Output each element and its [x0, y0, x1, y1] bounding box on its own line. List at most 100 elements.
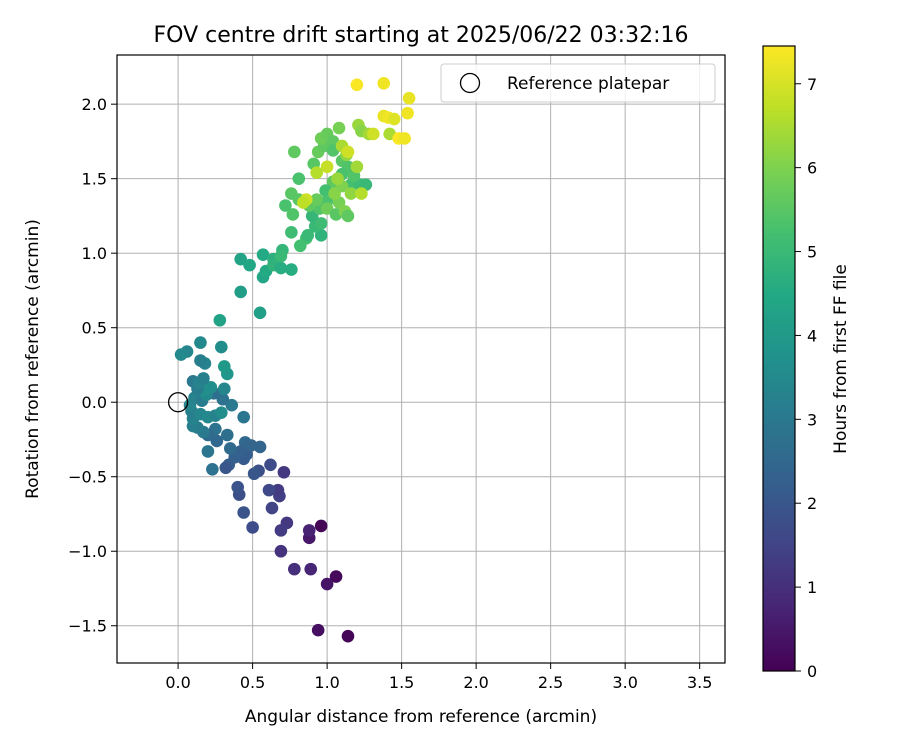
legend-marker-reference [459, 72, 481, 94]
x-tick-label: 1.5 [389, 673, 414, 692]
data-point [320, 577, 334, 591]
legend-label-reference: Reference platepar [507, 74, 669, 94]
colorbar-tick-label: 0 [807, 662, 817, 681]
data-point [247, 467, 261, 481]
colorbar-tick-label: 3 [807, 410, 817, 429]
colorbar-ticks: 0 1 2 3 4 5 6 7 [795, 75, 817, 681]
data-point [217, 360, 231, 373]
colorbar-tick-label: 6 [807, 159, 817, 178]
data-point [320, 160, 334, 174]
data-point [320, 202, 334, 215]
data-point [223, 442, 237, 455]
data-point [341, 145, 355, 159]
y-axis-label: Rotation from reference (arcmin) [23, 219, 43, 499]
data-point [174, 348, 188, 361]
data-point [285, 187, 298, 200]
data-point [219, 461, 233, 475]
y-tick-label: −1.0 [68, 542, 107, 561]
data-point [194, 336, 207, 349]
data-point [213, 313, 227, 327]
data-point [253, 306, 267, 320]
x-tick-label: 2.5 [538, 673, 563, 692]
plot-frame [116, 54, 726, 664]
data-point [314, 217, 328, 230]
data-point [377, 77, 391, 90]
data-point [274, 524, 288, 537]
data-point [288, 145, 301, 159]
data-point [401, 106, 414, 120]
data-point [265, 501, 279, 515]
colorbar-label: Hours from first FF file [831, 264, 851, 454]
data-point [387, 112, 401, 126]
colorbar: 0 1 2 3 4 5 6 7 Hours from first FF file [762, 45, 851, 681]
x-tick-label: 0.0 [165, 673, 190, 692]
data-point [341, 209, 355, 223]
data-point [271, 483, 285, 497]
data-point [274, 261, 288, 275]
data-point [243, 258, 256, 272]
colorbar-tick-label: 1 [807, 578, 817, 597]
data-point [246, 521, 259, 534]
data-points [174, 77, 416, 643]
data-point [285, 263, 298, 276]
data-point [216, 392, 230, 406]
data-point [367, 127, 380, 141]
data-point [344, 187, 358, 200]
y-axis-ticks: −1.5 −1.0 −0.5 0.0 0.5 1.0 1.5 2.0 [68, 95, 117, 636]
data-point [314, 229, 328, 242]
data-point [304, 562, 318, 576]
data-point [350, 78, 364, 92]
data-point [331, 172, 344, 185]
data-point [296, 196, 310, 209]
data-point [277, 465, 291, 479]
y-tick-label: −0.5 [68, 468, 107, 487]
data-point [285, 226, 298, 239]
data-point [234, 252, 247, 266]
data-point [237, 410, 250, 424]
data-point [225, 398, 239, 412]
data-point [262, 483, 276, 497]
grid-lines [117, 55, 725, 663]
data-point [215, 406, 228, 419]
x-tick-label: 0.5 [240, 673, 265, 692]
data-point [256, 248, 270, 261]
x-tick-label: 3.0 [612, 673, 637, 692]
data-point [311, 623, 325, 637]
y-tick-label: 0.0 [82, 393, 107, 412]
data-point [264, 458, 277, 472]
data-point [201, 445, 215, 458]
x-tick-label: 2.0 [463, 673, 488, 692]
data-point [341, 629, 355, 643]
reference-marker [167, 392, 189, 413]
colorbar-tick-label: 7 [807, 75, 817, 94]
data-point [244, 439, 258, 452]
data-point [329, 570, 343, 583]
data-point [234, 285, 247, 299]
chart-title: FOV centre drift starting at 2025/06/22 … [154, 23, 689, 48]
data-point [197, 372, 210, 385]
data-point [206, 462, 219, 476]
y-tick-label: −1.5 [68, 617, 107, 636]
reference-layer [167, 392, 189, 413]
x-axis-ticks: 0.0 0.5 1.0 1.5 2.0 2.5 3.0 3.5 [165, 663, 712, 692]
data-point [355, 187, 368, 200]
data-point [350, 160, 364, 174]
data-point [215, 340, 228, 354]
data-point [231, 480, 245, 494]
legend: Reference platepar [440, 63, 716, 103]
y-tick-label: 0.5 [82, 319, 107, 338]
legend-box [440, 63, 716, 103]
data-point [310, 166, 323, 180]
data-point [274, 544, 288, 558]
x-tick-label: 1.0 [314, 673, 339, 692]
data-point [274, 249, 288, 263]
data-point [286, 208, 300, 221]
data-point [279, 199, 292, 212]
data-point [210, 434, 224, 448]
data-point [402, 91, 416, 105]
x-axis-label: Angular distance from reference (arcmin) [245, 707, 597, 727]
data-point [288, 562, 301, 576]
data-point [220, 428, 234, 442]
